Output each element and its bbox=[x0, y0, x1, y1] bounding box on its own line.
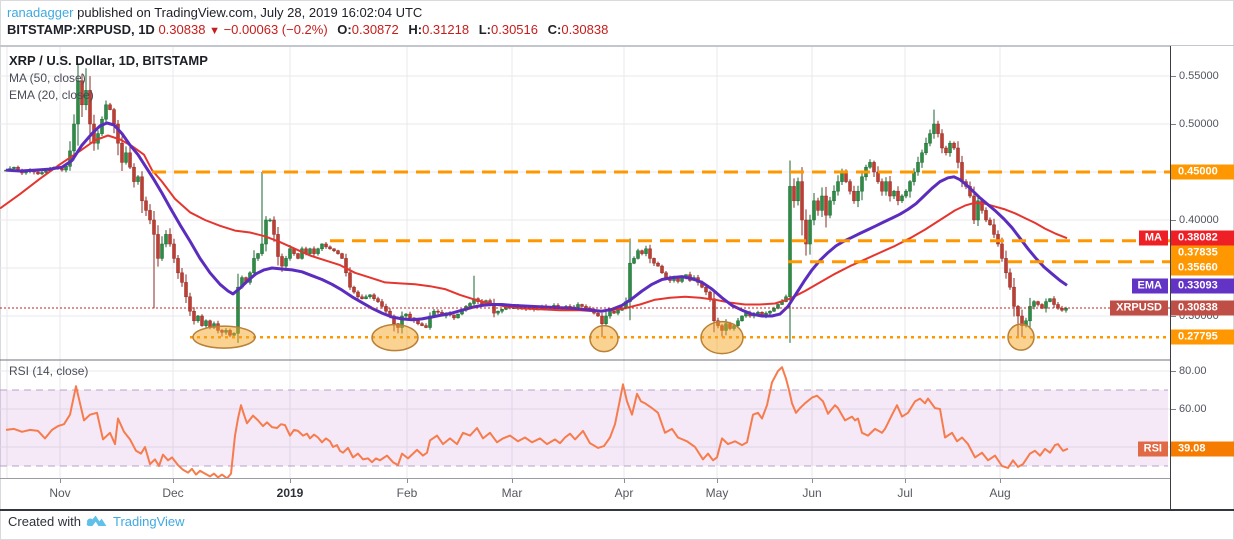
price-axis: 0.55000 0.50000 0.40000 0.30000 80.00 60.00 0.… bbox=[1171, 46, 1234, 509]
last-price: 0.30838 bbox=[158, 22, 206, 37]
author-link[interactable]: ranadagger bbox=[7, 5, 74, 20]
price-axis-label: 0.55000 bbox=[1179, 70, 1219, 82]
open-value: 0.30872 bbox=[351, 22, 399, 37]
time-tick bbox=[290, 479, 291, 483]
ma-legend: MA (50, close) bbox=[9, 71, 86, 85]
tradingview-logo bbox=[86, 515, 107, 526]
publish-header: ranadagger published on TradingView.com,… bbox=[7, 4, 422, 22]
open-label: O: bbox=[337, 22, 352, 37]
chart-canvas bbox=[0, 46, 1170, 509]
axis-tick bbox=[1171, 76, 1176, 77]
ema-legend: EMA (20, close) bbox=[9, 88, 94, 102]
low-value: 0.30516 bbox=[491, 22, 538, 37]
high-value: 0.31218 bbox=[422, 22, 470, 37]
price-badge: 0.38082 bbox=[1171, 230, 1234, 246]
chart-title: XRP / U.S. Dollar, 1D, BITSTAMP bbox=[9, 53, 208, 68]
price-change: −0.00063 (−0.2%) bbox=[223, 22, 328, 37]
axis-tick bbox=[1171, 316, 1176, 318]
month-label: Aug bbox=[989, 486, 1011, 500]
symbol-name: BITSTAMP:XRPUSD, 1D bbox=[7, 22, 155, 37]
time-tick bbox=[173, 479, 174, 483]
rsi-axis-label: 60.00 bbox=[1179, 403, 1207, 415]
created-with-text: Created with bbox=[8, 514, 81, 529]
month-label: 2019 bbox=[276, 486, 304, 500]
high-label: H: bbox=[408, 22, 423, 37]
axis-tick bbox=[1171, 409, 1176, 410]
tradingview-link[interactable]: TradingView bbox=[112, 514, 185, 529]
ema-tag-badge: EMA bbox=[1131, 278, 1168, 294]
close-value: 0.30838 bbox=[561, 22, 609, 37]
chart-area: XRP / U.S. Dollar, 1D, BITSTAMP MA (50, … bbox=[0, 45, 1234, 511]
price-badge: 0.30838 bbox=[1171, 300, 1234, 316]
month-label: Apr bbox=[614, 486, 634, 500]
price-badge: 0.35660 bbox=[1171, 260, 1234, 276]
ma-tag-badge: MA bbox=[1138, 230, 1168, 246]
rsi-tag-badge: RSI bbox=[1137, 441, 1168, 457]
time-tick bbox=[1000, 479, 1001, 483]
chart-panes: XRP / U.S. Dollar, 1D, BITSTAMP MA (50, … bbox=[0, 46, 1170, 509]
xrpusd-tag-badge: XRPUSD bbox=[1110, 300, 1168, 316]
month-label: Feb bbox=[396, 486, 418, 500]
price-badge: 0.33093 bbox=[1171, 278, 1234, 294]
price-badge: 0.27795 bbox=[1171, 329, 1234, 345]
symbol-status-line: BITSTAMP:XRPUSD, 1D 0.30838 ▼ −0.00063 (… bbox=[7, 22, 608, 37]
attribution-footer: Created with TradingView bbox=[8, 514, 185, 529]
time-tick bbox=[60, 479, 61, 483]
close-label: C: bbox=[547, 22, 562, 37]
time-tick bbox=[717, 479, 718, 483]
time-tick bbox=[905, 479, 906, 483]
time-axis: Nov Dec 2019 Feb Mar Apr May Jun Jul Aug bbox=[0, 478, 1170, 510]
axis-tick bbox=[1171, 220, 1176, 221]
time-tick bbox=[512, 479, 513, 483]
month-label: Mar bbox=[501, 486, 523, 500]
publish-info: published on TradingView.com, July 28, 2… bbox=[73, 5, 423, 20]
rsi-pane-legend: RSI (14, close) bbox=[9, 363, 88, 380]
month-label: May bbox=[705, 486, 729, 500]
time-tick bbox=[812, 479, 813, 483]
time-tick bbox=[407, 479, 408, 483]
month-label: Jun bbox=[802, 486, 822, 500]
main-pane-legend: XRP / U.S. Dollar, 1D, BITSTAMP MA (50, … bbox=[9, 52, 208, 104]
price-badge: 0.45000 bbox=[1171, 164, 1234, 180]
low-label: L: bbox=[478, 22, 491, 37]
price-badge: 0.37835 bbox=[1171, 245, 1234, 261]
down-arrow-icon: ▼ bbox=[209, 25, 220, 37]
price-axis-label: 0.50000 bbox=[1179, 118, 1219, 130]
month-label: Jul bbox=[897, 486, 913, 500]
rsi-value-badge: 39.08 bbox=[1171, 441, 1234, 457]
axis-tick bbox=[1171, 124, 1176, 125]
month-label: Nov bbox=[49, 486, 71, 500]
month-label: Dec bbox=[162, 486, 184, 500]
price-axis-border bbox=[1170, 46, 1171, 509]
time-tick bbox=[624, 479, 625, 483]
price-axis-label: 0.40000 bbox=[1179, 214, 1219, 226]
rsi-legend: RSI (14, close) bbox=[9, 364, 89, 378]
rsi-axis-label: 80.00 bbox=[1179, 365, 1207, 377]
axis-tick bbox=[1171, 371, 1176, 372]
